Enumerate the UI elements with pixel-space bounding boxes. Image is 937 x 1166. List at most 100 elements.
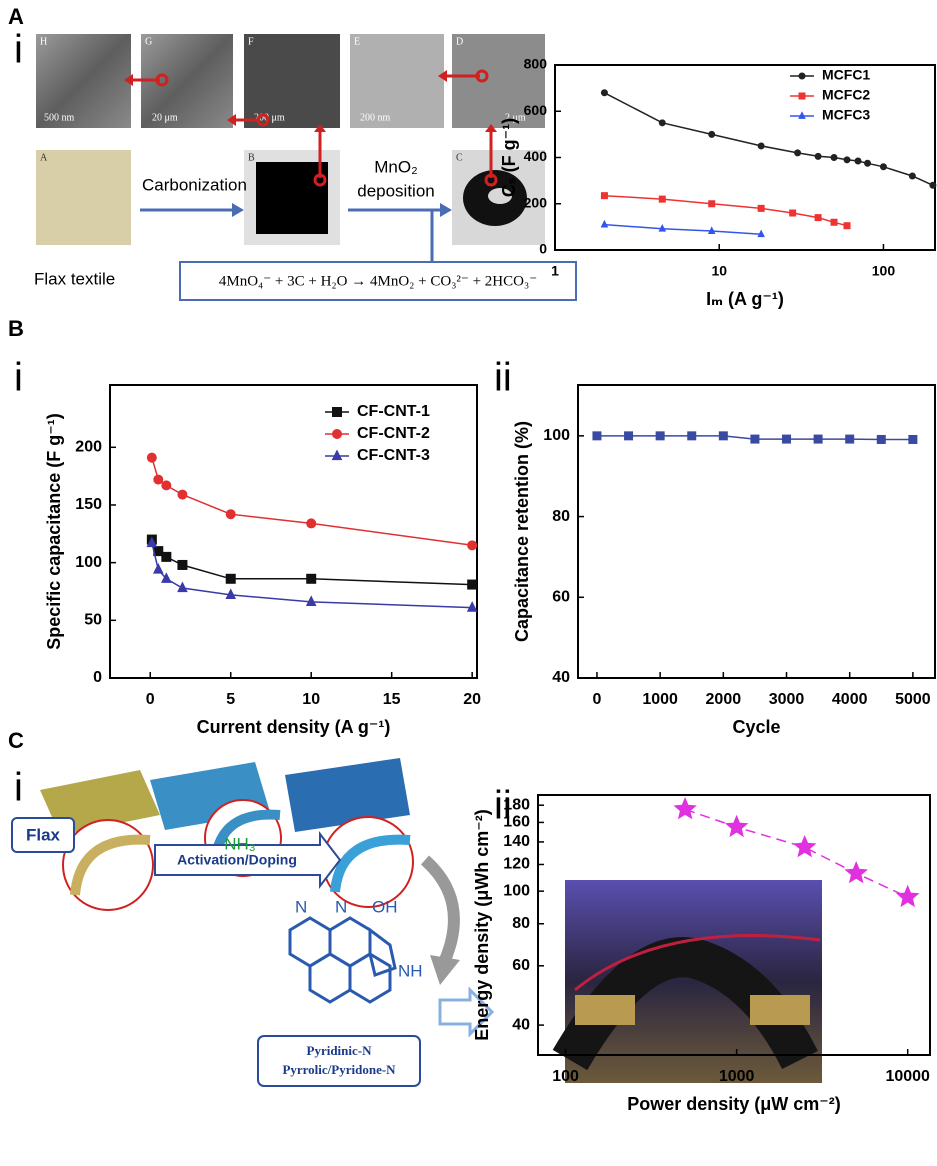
marker: [909, 435, 917, 443]
x-tick-label: 1000: [719, 1068, 755, 1085]
marker: [601, 193, 607, 199]
x-tick-label: 0: [146, 691, 155, 708]
x-tick-label: 5000: [895, 691, 931, 708]
atom: N: [335, 897, 347, 916]
atom: N: [295, 897, 307, 916]
legend-label: MCFC3: [822, 107, 870, 123]
marker: [783, 435, 791, 443]
x-axis-label: Cycle: [732, 717, 780, 737]
series-line: [604, 93, 933, 186]
marker: [178, 560, 187, 569]
marker: [897, 886, 918, 906]
marker: [815, 215, 821, 221]
marker: [659, 196, 665, 202]
scale-bar: 200 nm: [360, 112, 391, 123]
start-label: Flax textile: [34, 269, 115, 288]
panel-label: ii: [494, 356, 512, 400]
marker: [333, 408, 342, 417]
step-label: deposition: [357, 181, 435, 200]
plot-frame: [578, 385, 935, 678]
x-tick-label: 2000: [706, 691, 742, 708]
x-tick-label: 5: [226, 691, 235, 708]
marker: [333, 430, 342, 439]
image-label: H: [40, 36, 47, 47]
marker: [758, 143, 764, 149]
y-axis-label: Cₛ (F g⁻¹): [499, 118, 519, 197]
label: Activation/Doping: [177, 852, 297, 868]
y-tick-label: 100: [543, 427, 570, 444]
y-tick-label: 400: [524, 148, 548, 164]
scale-bar: 500 nm: [44, 112, 75, 123]
marker: [601, 221, 607, 227]
x-axis-label: Current density (A g⁻¹): [197, 717, 391, 737]
marker: [855, 158, 861, 164]
marker: [162, 481, 171, 490]
marker: [307, 519, 316, 528]
panel-label: i: [14, 28, 23, 72]
y-tick-label: 180: [503, 796, 530, 813]
marker: [799, 73, 805, 79]
y-tick-label: 60: [512, 957, 530, 974]
marker: [688, 432, 696, 440]
legend-label: CF-CNT-2: [357, 425, 430, 442]
marker: [593, 432, 601, 440]
marker: [831, 155, 837, 161]
legend-label: CF-CNT-1: [357, 403, 430, 420]
marker: [625, 432, 633, 440]
panel-label: A: [8, 4, 24, 29]
marker: [468, 602, 477, 611]
x-tick-label: 0: [593, 691, 602, 708]
label: Flax: [26, 825, 61, 844]
atom: NH: [398, 961, 423, 980]
y-tick-label: 150: [75, 496, 102, 513]
x-tick-label: 3000: [769, 691, 805, 708]
y-tick-label: 60: [552, 589, 570, 606]
marker: [794, 836, 815, 856]
image: [36, 150, 131, 245]
y-axis-label: Capacitance retention (%): [512, 421, 532, 642]
marker: [154, 475, 163, 484]
image-label: B: [248, 152, 255, 163]
y-tick-label: 200: [524, 194, 548, 210]
y-tick-label: 80: [552, 508, 570, 525]
image-label: E: [354, 36, 360, 47]
marker: [726, 816, 747, 836]
marker: [226, 510, 235, 519]
marker: [147, 453, 156, 462]
legend-label: CF-CNT-3: [357, 447, 430, 464]
marker: [865, 160, 871, 166]
marker: [601, 90, 607, 96]
marker: [675, 798, 696, 818]
marker: [831, 219, 837, 225]
marker: [659, 120, 665, 126]
marker: [307, 574, 316, 583]
marker: [226, 574, 235, 583]
arrow-head: [232, 203, 244, 217]
image-label: D: [456, 36, 463, 47]
x-tick-label: 1000: [642, 691, 678, 708]
y-tick-label: 120: [503, 856, 530, 873]
marker: [709, 131, 715, 137]
marker: [178, 490, 187, 499]
y-tick-label: 100: [75, 554, 102, 571]
y-tick-label: 800: [524, 56, 548, 72]
image-label: F: [248, 36, 254, 47]
marker: [799, 93, 805, 99]
y-tick-label: 100: [503, 882, 530, 899]
image-label: A: [40, 152, 48, 163]
box-label: Pyrrolic/Pyridone-N: [282, 1062, 396, 1077]
marker: [154, 564, 163, 573]
textile-diagram: [12, 758, 492, 1086]
marker: [880, 164, 886, 170]
y-tick-label: 140: [503, 833, 530, 850]
x-axis-label: Power density (μW cm⁻²): [627, 1094, 841, 1114]
image-label: C: [456, 152, 463, 163]
series-line: [604, 196, 847, 226]
marker: [719, 432, 727, 440]
marker: [815, 153, 821, 159]
image: [256, 162, 328, 234]
figure: A i ii B i ii C i ii H G F E D A B C 500…: [0, 0, 937, 1166]
y-tick-label: 160: [503, 814, 530, 831]
x-tick-label: 10: [711, 263, 727, 279]
y-tick-label: 200: [75, 439, 102, 456]
